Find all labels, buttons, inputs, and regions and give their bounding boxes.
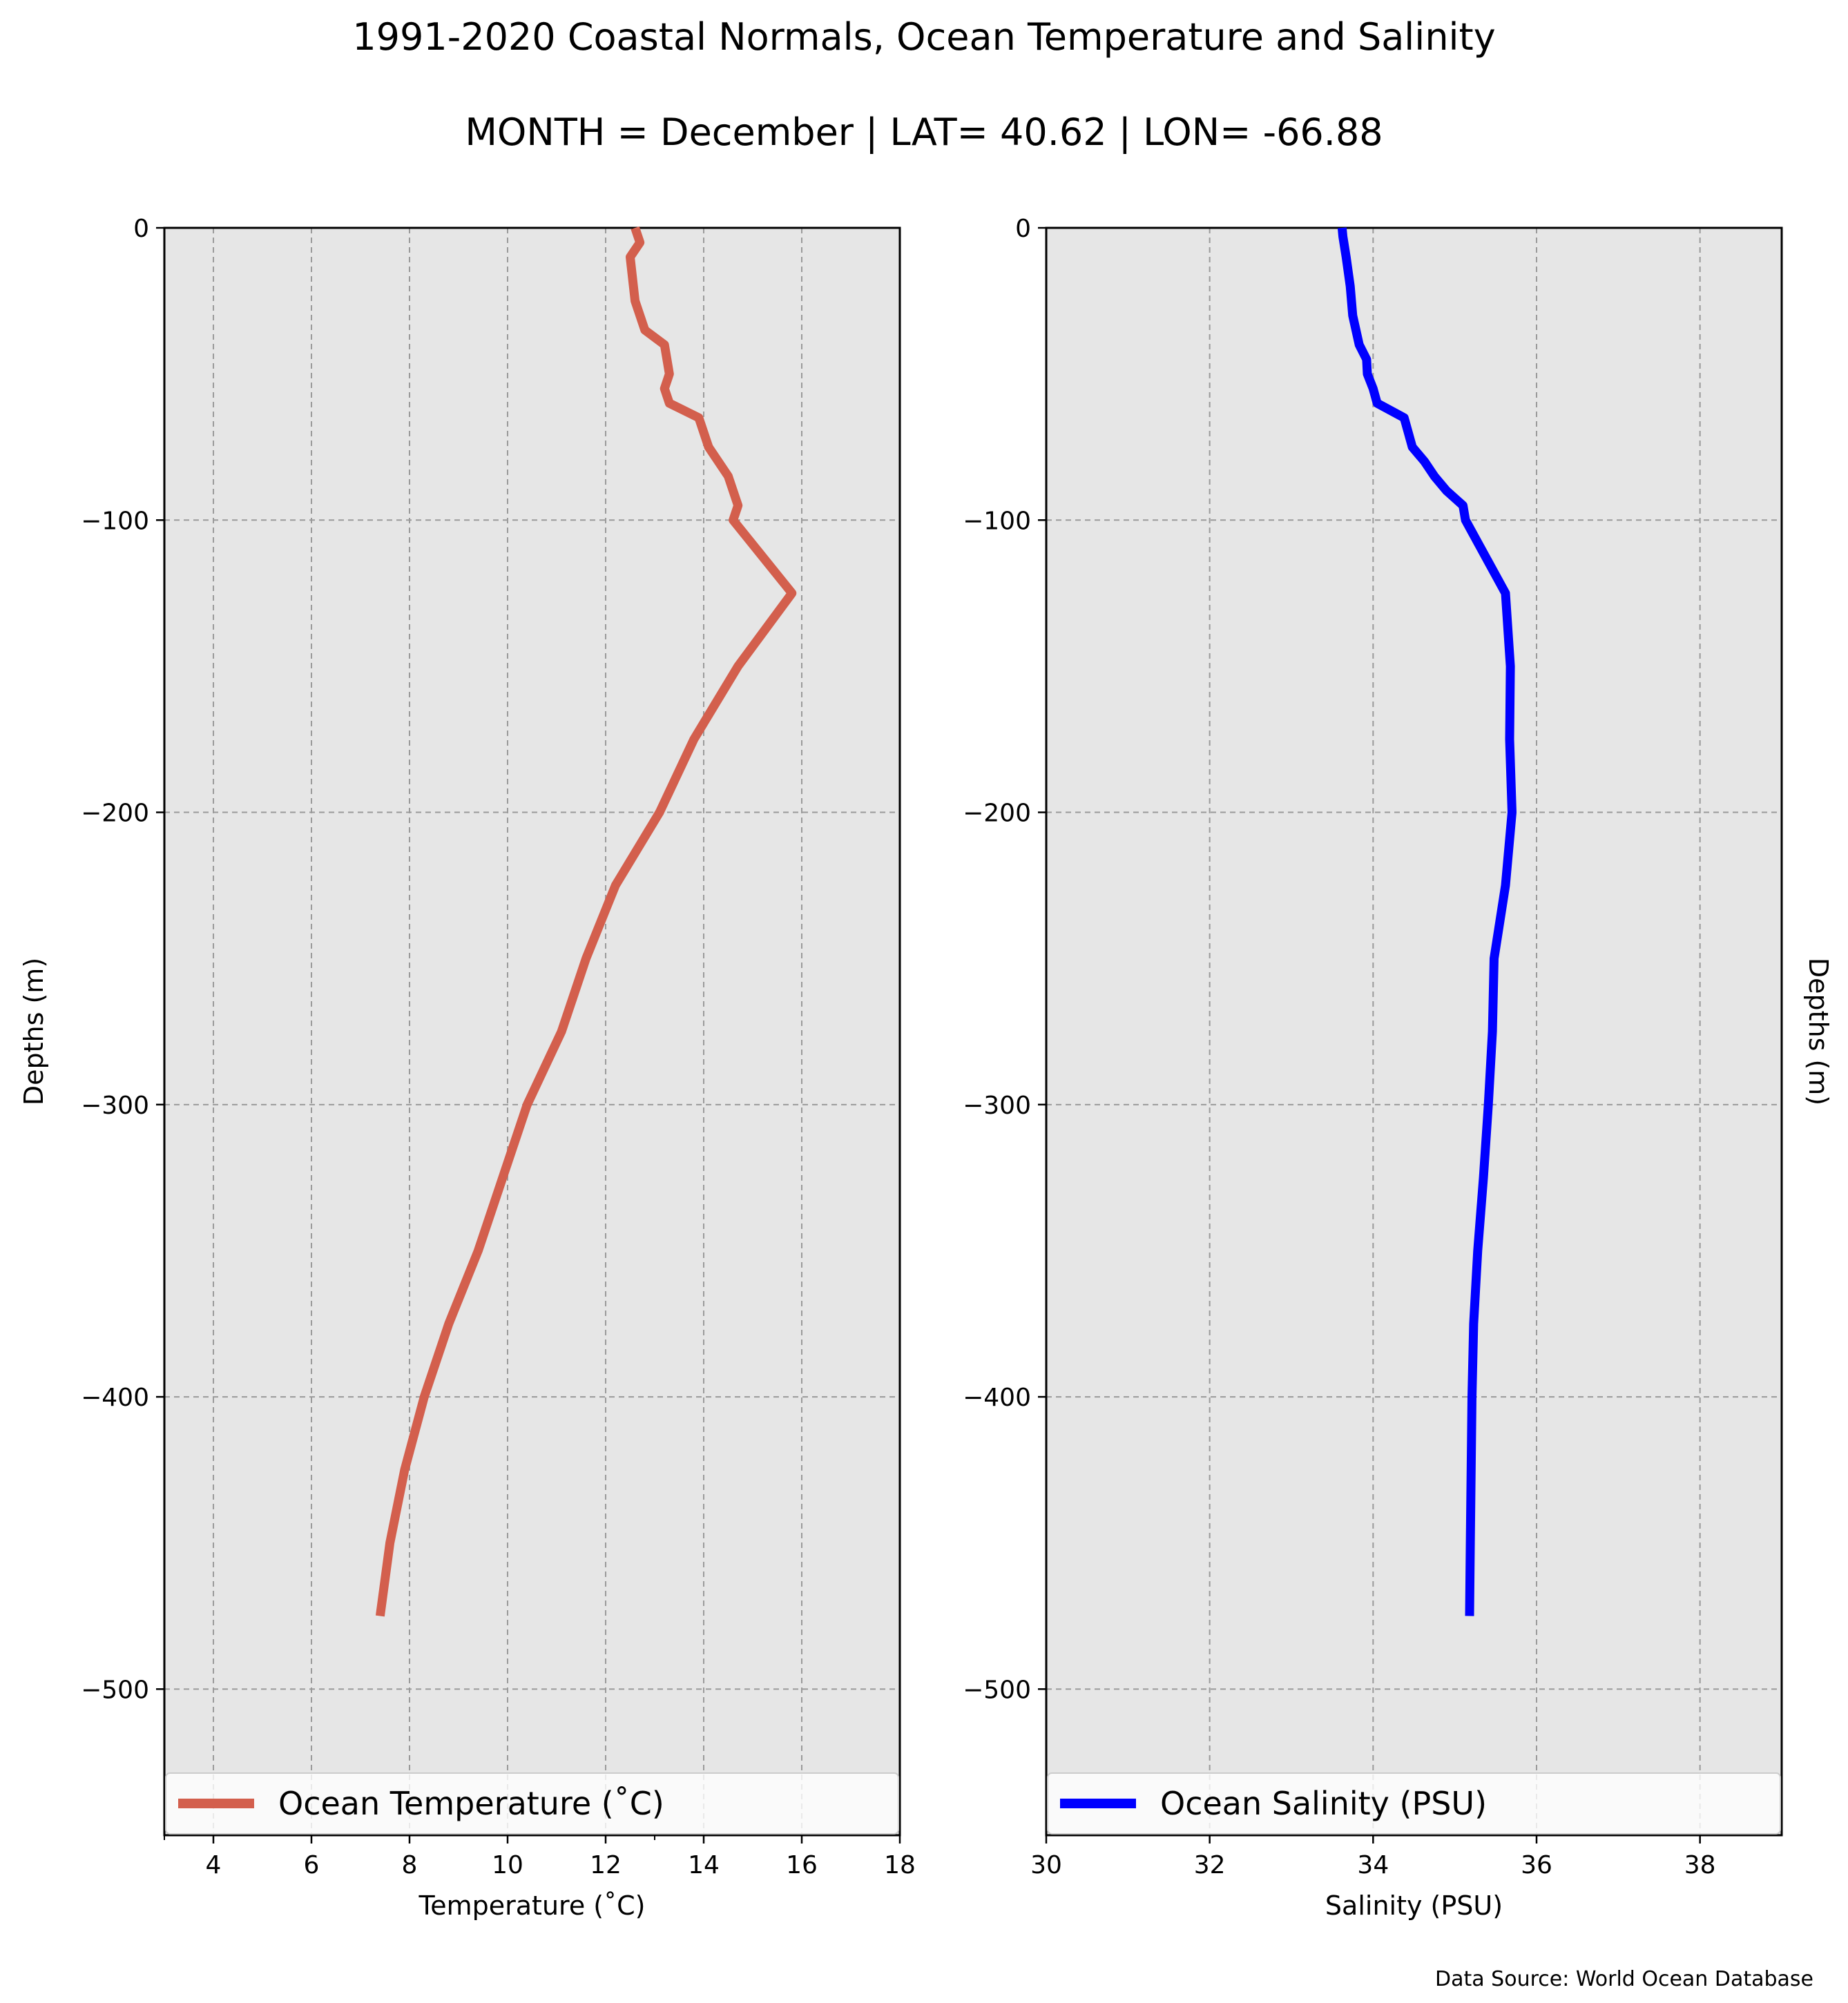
x-tick-label: 34 [1357,1851,1389,1879]
data-source-note: Data Source: World Ocean Database [1435,1967,1813,1991]
axes-frame [163,226,901,1837]
x-tick-label: 4 [206,1851,222,1879]
series-line [375,226,797,1617]
x-tick-label: 12 [590,1851,622,1879]
x-tick-label: 38 [1684,1851,1716,1879]
x-tick-label: 30 [1030,1851,1062,1879]
y-tick-label: 0 [1015,215,1031,243]
salinity-panel: 30 32 34 36 38 0 −100 −200 −300 −400 −500 Salinity … [963,215,1833,1921]
y-tick-label: −400 [81,1384,149,1412]
y-tick-label: −300 [81,1092,149,1120]
legend-box [165,1772,899,1835]
chart-subtitle: MONTH = December | LAT= 40.62 | LON= -66… [465,110,1383,154]
y-axis-label: Depths (m) [19,958,49,1105]
chart-title: 1991-2020 Coastal Normals, Ocean Tempera… [352,15,1495,59]
x-tick-label: 18 [884,1851,916,1879]
series-line [1337,227,1517,1616]
y-tick-label: −400 [963,1384,1031,1412]
legend-label: Ocean Temperature (˚C) [278,1785,664,1822]
x-axis-label: Salinity (PSU) [1325,1890,1503,1921]
y-tick-label: −500 [963,1676,1031,1704]
y-axis-label: Depths (m) [1803,958,1833,1105]
y-tick-label: −200 [963,800,1031,828]
y-tick-label: −300 [963,1092,1031,1120]
legend-box [1047,1772,1781,1835]
axes-frame [1045,226,1783,1837]
x-tick-label: 10 [492,1851,523,1879]
x-axis-label: Temperature (˚C) [418,1890,646,1921]
plot-area [164,228,900,1835]
x-tick-label: 16 [786,1851,818,1879]
legend-label: Ocean Salinity (PSU) [1160,1785,1487,1822]
y-tick-label: −200 [81,800,149,828]
plot-area [1046,228,1782,1835]
y-tick-label: −100 [81,507,149,535]
y-tick-label: −100 [963,507,1031,535]
x-tick-label: 36 [1521,1851,1552,1879]
x-tick-label: 14 [688,1851,720,1879]
y-tick-label: 0 [133,215,149,243]
x-tick-label: 32 [1194,1851,1226,1879]
x-tick-label: 6 [304,1851,320,1879]
temperature-panel: 4 6 8 10 12 14 16 18 0 −100 −200 −300 −400 −500 Temper… [19,215,916,1921]
x-tick-label: 8 [402,1851,418,1879]
y-tick-label: −500 [81,1676,149,1704]
